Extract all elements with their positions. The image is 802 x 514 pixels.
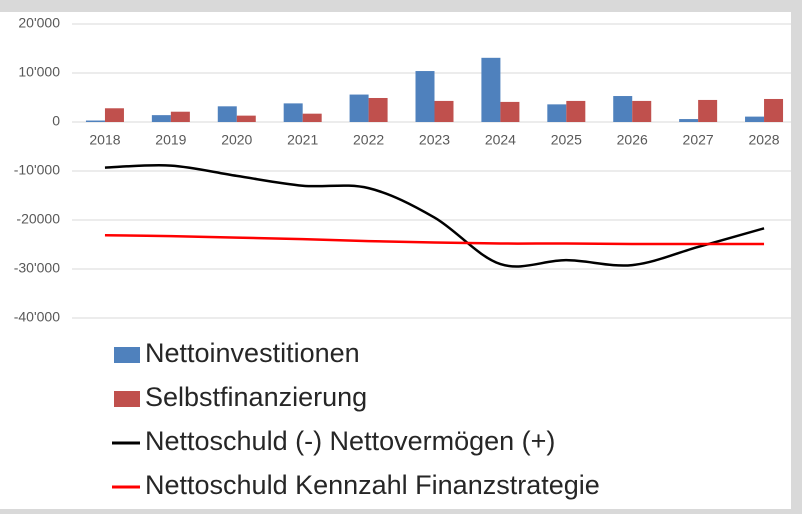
bar bbox=[349, 94, 369, 122]
legend-swatch bbox=[114, 391, 140, 407]
bar bbox=[547, 104, 567, 122]
y-tick-label: 20'000 bbox=[18, 15, 60, 31]
line bbox=[104, 164, 765, 268]
y-tick-label: -10'000 bbox=[14, 162, 60, 178]
bar bbox=[764, 98, 784, 122]
x-tick-label: 2026 bbox=[617, 132, 648, 148]
bar bbox=[151, 115, 171, 122]
chart-panel bbox=[0, 12, 791, 509]
bar bbox=[104, 108, 124, 122]
x-tick-label: 2024 bbox=[485, 132, 516, 148]
legend-label: Nettoschuld (-) Nettovermögen (+) bbox=[145, 426, 555, 456]
bar bbox=[302, 113, 322, 122]
y-tick-label: -20000 bbox=[16, 211, 60, 227]
bar bbox=[632, 100, 652, 122]
bar bbox=[283, 103, 303, 122]
bar bbox=[170, 111, 190, 122]
x-tick-label: 2019 bbox=[155, 132, 186, 148]
x-tick-label: 2021 bbox=[287, 132, 318, 148]
legend-label: Nettoschuld Kennzahl Finanzstrategie bbox=[145, 470, 600, 500]
y-tick-label: 0 bbox=[52, 113, 60, 129]
x-tick-label: 2020 bbox=[221, 132, 252, 148]
x-tick-label: 2022 bbox=[353, 132, 384, 148]
line bbox=[104, 233, 765, 246]
bar bbox=[236, 115, 256, 122]
bar bbox=[415, 71, 435, 122]
x-tick-label: 2027 bbox=[683, 132, 714, 148]
bar bbox=[698, 99, 718, 122]
bar bbox=[368, 97, 388, 122]
bar bbox=[217, 106, 237, 122]
bar bbox=[679, 119, 699, 122]
bar bbox=[85, 120, 105, 122]
legend-label: Selbstfinanzierung bbox=[145, 382, 367, 412]
legend-label: Nettoinvestitionen bbox=[145, 338, 360, 368]
x-tick-label: 2023 bbox=[419, 132, 450, 148]
bar bbox=[613, 96, 633, 122]
bar bbox=[745, 116, 765, 122]
legend-swatch bbox=[114, 347, 140, 363]
y-tick-label: -40'000 bbox=[14, 309, 60, 325]
bar bbox=[566, 100, 586, 122]
bar bbox=[434, 100, 454, 122]
bar bbox=[481, 57, 501, 123]
y-tick-label: -30'000 bbox=[14, 260, 60, 276]
x-tick-label: 2028 bbox=[748, 132, 779, 148]
bar bbox=[500, 101, 520, 122]
x-tick-label: 2025 bbox=[551, 132, 582, 148]
x-tick-label: 2018 bbox=[89, 132, 120, 148]
y-tick-label: 10'000 bbox=[18, 64, 60, 80]
